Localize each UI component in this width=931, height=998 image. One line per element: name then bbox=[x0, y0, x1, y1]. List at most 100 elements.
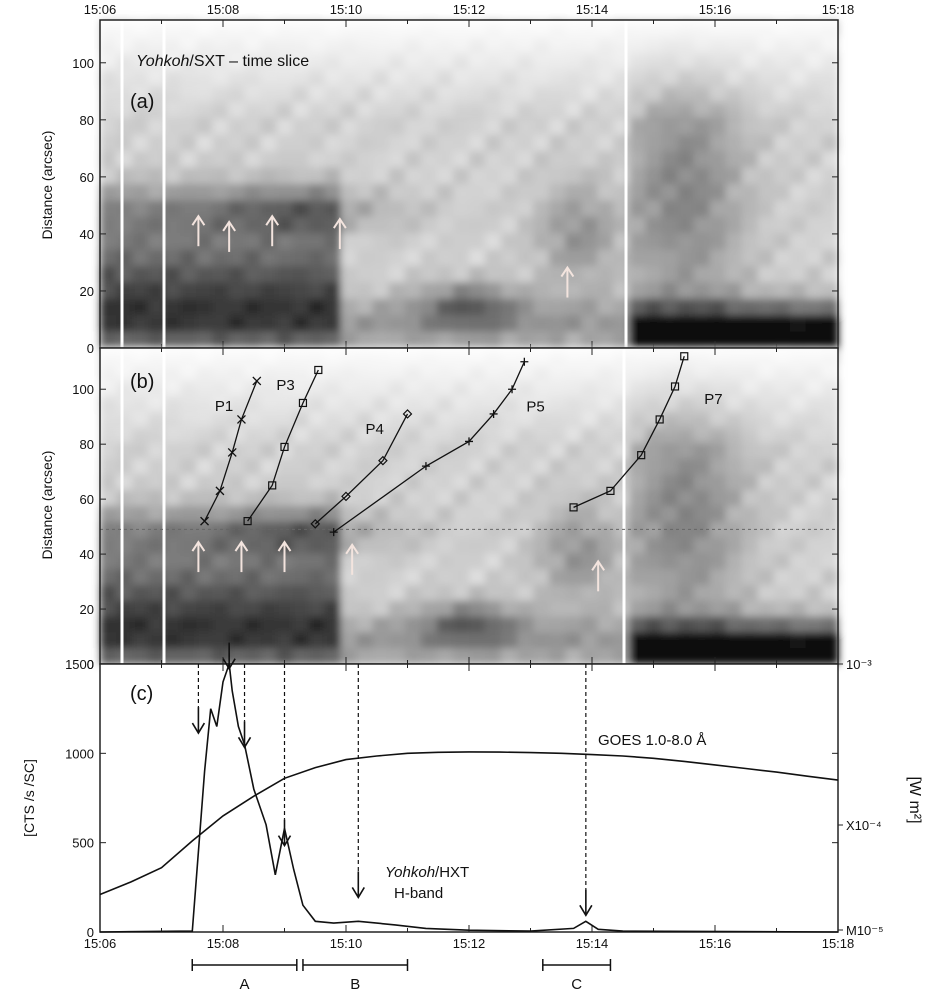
panel-b-cell bbox=[308, 474, 326, 491]
panel-a-cell bbox=[388, 200, 406, 218]
panel-a-cell bbox=[805, 249, 823, 267]
panel-b-cell bbox=[645, 569, 663, 586]
panel-a-cell bbox=[260, 134, 277, 152]
panel-a-cell bbox=[805, 266, 823, 283]
panel-a-cell bbox=[420, 167, 438, 185]
panel-c-y-ticks: 0 500 1000 1500 bbox=[65, 657, 838, 940]
panel-a-cell bbox=[629, 216, 646, 234]
panel-a-title: Yohkoh/SXT – time slice bbox=[136, 53, 309, 70]
panel-b-cell bbox=[501, 490, 518, 507]
panel-b-cell bbox=[340, 537, 358, 554]
panel-b-cell bbox=[709, 553, 727, 570]
panel-a-cell bbox=[436, 282, 454, 300]
panel-b-cell bbox=[116, 632, 133, 649]
panel-a-cell bbox=[420, 151, 438, 169]
panel-a-cell bbox=[212, 315, 229, 333]
panel-a-cell bbox=[340, 167, 358, 185]
panel-a-cell bbox=[356, 266, 374, 283]
panel-b-cell bbox=[581, 490, 598, 507]
panel-a-cell bbox=[693, 184, 711, 201]
panel-a-cell bbox=[404, 167, 422, 185]
panel-b-cell bbox=[453, 474, 470, 491]
panel-a-cell bbox=[276, 216, 294, 234]
panel-b-cell bbox=[196, 474, 213, 491]
panel-b-cell bbox=[356, 474, 374, 491]
panel-a-cell bbox=[324, 118, 342, 136]
panel-a-cell bbox=[773, 151, 791, 169]
panel-b-cell bbox=[244, 569, 261, 586]
panel-a-cell bbox=[645, 282, 663, 300]
panel-a-cell bbox=[725, 298, 743, 316]
panel-a-cell bbox=[805, 134, 823, 152]
track-p5: P5 bbox=[329, 357, 545, 537]
track-label: P7 bbox=[704, 391, 722, 408]
panel-b-cell bbox=[100, 553, 117, 570]
panel-b-cell bbox=[517, 521, 534, 539]
panel-b-cell bbox=[725, 521, 743, 539]
panel-b-cell bbox=[789, 474, 807, 491]
panel-b-cell bbox=[789, 521, 807, 539]
panel-b-cell bbox=[260, 537, 277, 554]
panel-b-cell bbox=[549, 600, 566, 618]
track-p4: P4 bbox=[310, 409, 413, 529]
panel-a-cell bbox=[420, 298, 438, 316]
panel-b-up-arrow bbox=[277, 540, 292, 573]
panel-a-cell bbox=[645, 331, 663, 349]
panel-b-cell bbox=[805, 474, 823, 491]
panel-b-cell bbox=[420, 600, 438, 618]
panel-b-cell bbox=[453, 553, 470, 570]
panel-b-cell bbox=[677, 648, 695, 665]
panel-a-cell bbox=[709, 118, 727, 136]
panel-a-cell bbox=[244, 184, 261, 201]
panel-b-cell bbox=[693, 521, 711, 539]
panel-b-cell bbox=[822, 490, 839, 507]
panel-a-cell bbox=[613, 282, 630, 300]
panel-a-cell bbox=[725, 200, 743, 218]
panel-b-cell bbox=[260, 616, 277, 633]
panel-b-cell bbox=[661, 458, 679, 475]
panel-b-cell bbox=[292, 648, 310, 665]
panel-b-cell bbox=[565, 616, 582, 633]
panel-b-cell bbox=[116, 458, 133, 475]
panel-b-cell bbox=[789, 648, 807, 665]
panel-b-cell bbox=[244, 490, 261, 507]
panel-a-cell bbox=[244, 282, 261, 300]
panel-b-cell bbox=[533, 490, 550, 507]
panel-b-cell bbox=[372, 506, 390, 523]
panel-a-arrows bbox=[191, 214, 575, 298]
panel-a-cell bbox=[356, 200, 374, 218]
panel-c-y-tick-label: 500 bbox=[72, 836, 94, 851]
panel-b-cell bbox=[773, 537, 791, 554]
panel-b-cell bbox=[244, 648, 261, 665]
panel-b-cell bbox=[164, 458, 181, 475]
panel-b-cell bbox=[292, 616, 310, 633]
panel-a-cell bbox=[693, 167, 711, 185]
panel-a-cell bbox=[533, 233, 550, 251]
panel-a-cell bbox=[324, 134, 342, 152]
panel-b-cell bbox=[517, 537, 534, 554]
panel-a-cell bbox=[597, 315, 614, 333]
panel-a-cell bbox=[324, 266, 342, 283]
track-label: P4 bbox=[366, 421, 384, 438]
panel-a-cell bbox=[116, 200, 133, 218]
panel-a-cell bbox=[725, 167, 743, 185]
panel-a-cell bbox=[485, 233, 502, 251]
panel-a-cell bbox=[132, 249, 149, 267]
panel-b-cell bbox=[789, 506, 807, 523]
panel-a-cell bbox=[100, 282, 117, 300]
panel-a-cell bbox=[340, 282, 358, 300]
panel-a-cell bbox=[789, 282, 807, 300]
panel-a-cell bbox=[148, 216, 165, 234]
panel-a-cell bbox=[757, 151, 775, 169]
panel-a-cell bbox=[436, 184, 454, 201]
panel-b-cell bbox=[228, 616, 245, 633]
panel-b-cell bbox=[789, 632, 807, 649]
panel-a-cell bbox=[372, 298, 390, 316]
panel-a-cell bbox=[116, 216, 133, 234]
panel-a-cell bbox=[661, 249, 679, 267]
track-point bbox=[465, 437, 473, 446]
panel-b-y-tick-label: 80 bbox=[80, 437, 94, 452]
panel-a-cell bbox=[661, 184, 679, 201]
panel-a-cell bbox=[661, 216, 679, 234]
